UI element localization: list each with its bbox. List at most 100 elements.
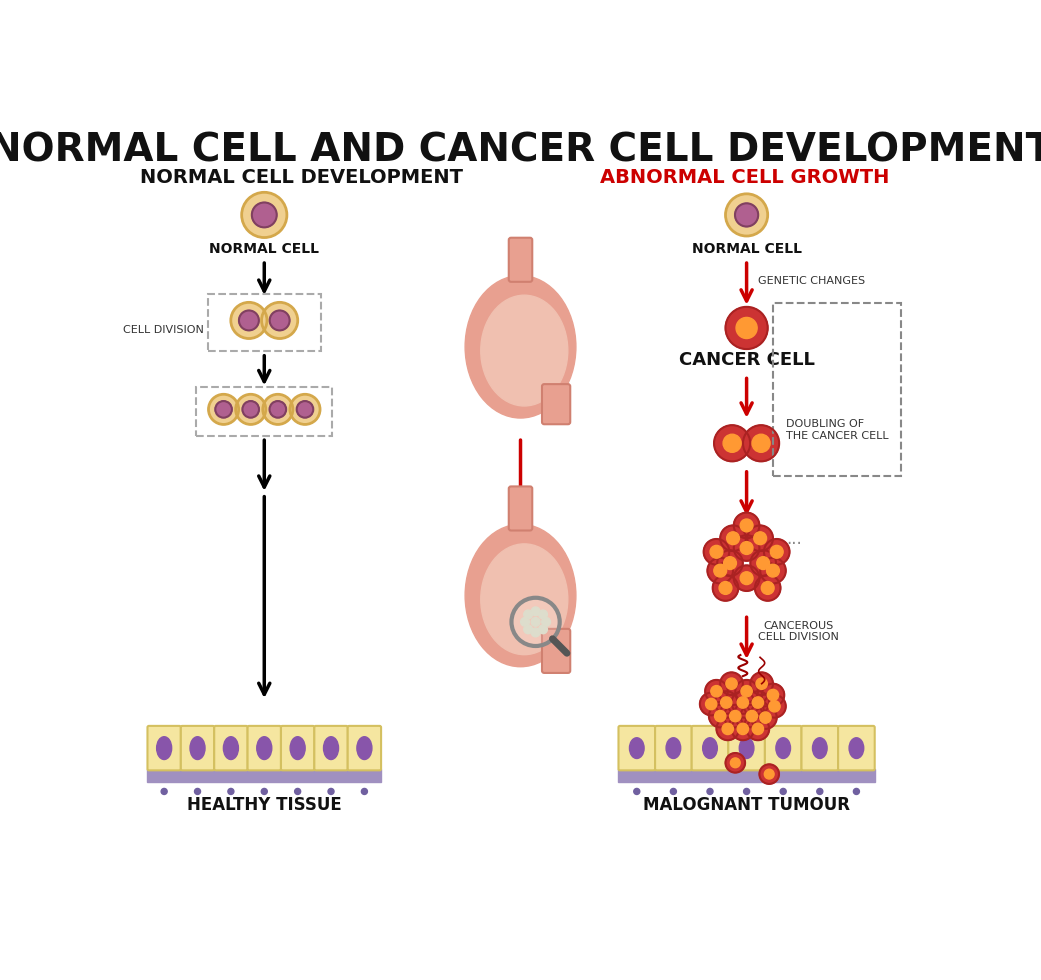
Circle shape (740, 705, 763, 727)
FancyBboxPatch shape (314, 726, 348, 770)
FancyBboxPatch shape (542, 629, 570, 673)
Circle shape (735, 680, 758, 703)
Ellipse shape (703, 738, 717, 759)
FancyBboxPatch shape (509, 486, 532, 530)
Circle shape (740, 519, 753, 532)
Circle shape (755, 575, 781, 601)
Circle shape (720, 697, 732, 709)
Text: ...: ... (786, 530, 802, 548)
FancyBboxPatch shape (618, 726, 655, 770)
Circle shape (261, 789, 268, 795)
Ellipse shape (812, 738, 828, 759)
Circle shape (766, 564, 780, 577)
Circle shape (670, 789, 677, 795)
Circle shape (717, 551, 743, 576)
Circle shape (243, 401, 259, 417)
FancyBboxPatch shape (838, 726, 874, 770)
Ellipse shape (776, 738, 790, 759)
Circle shape (754, 707, 777, 729)
Circle shape (297, 401, 313, 417)
Circle shape (734, 535, 759, 561)
Circle shape (705, 680, 728, 703)
Ellipse shape (191, 737, 205, 760)
Circle shape (746, 710, 758, 721)
Circle shape (746, 691, 769, 713)
Text: GENETIC CHANGES: GENETIC CHANGES (758, 276, 865, 286)
FancyBboxPatch shape (802, 726, 838, 770)
Text: NORMAL CELL: NORMAL CELL (209, 242, 320, 256)
Circle shape (704, 539, 730, 564)
Circle shape (708, 558, 733, 583)
Circle shape (524, 611, 533, 618)
Text: CELL DIVISION: CELL DIVISION (123, 325, 204, 335)
Circle shape (737, 723, 748, 735)
Ellipse shape (156, 737, 172, 760)
Circle shape (289, 394, 320, 424)
Circle shape (746, 717, 769, 740)
Circle shape (242, 192, 287, 237)
Ellipse shape (739, 738, 754, 759)
Circle shape (709, 705, 732, 727)
Circle shape (731, 758, 740, 767)
Circle shape (511, 598, 560, 646)
Circle shape (753, 697, 763, 709)
Circle shape (161, 789, 168, 795)
FancyBboxPatch shape (765, 726, 802, 770)
Circle shape (734, 513, 759, 538)
FancyBboxPatch shape (248, 726, 281, 770)
Circle shape (706, 699, 717, 710)
Circle shape (538, 611, 548, 618)
Circle shape (767, 689, 779, 701)
Circle shape (770, 546, 783, 559)
Text: CANCEROUS
CELL DIVISION: CANCEROUS CELL DIVISION (758, 621, 839, 643)
Circle shape (726, 194, 767, 236)
Circle shape (726, 307, 767, 349)
Circle shape (761, 581, 775, 595)
Circle shape (711, 686, 722, 697)
Circle shape (780, 789, 786, 795)
Circle shape (736, 318, 757, 338)
FancyBboxPatch shape (214, 726, 248, 770)
Ellipse shape (324, 737, 338, 760)
Ellipse shape (290, 737, 305, 760)
Circle shape (854, 789, 860, 795)
Circle shape (743, 789, 750, 795)
Circle shape (531, 607, 540, 615)
FancyBboxPatch shape (655, 726, 691, 770)
Circle shape (751, 551, 776, 576)
Circle shape (531, 617, 540, 626)
Circle shape (734, 565, 759, 591)
Circle shape (723, 705, 746, 727)
Circle shape (195, 789, 201, 795)
Circle shape (720, 672, 743, 695)
Circle shape (215, 401, 232, 417)
Circle shape (720, 525, 745, 551)
Circle shape (710, 546, 722, 559)
FancyBboxPatch shape (542, 384, 570, 424)
Circle shape (754, 532, 766, 545)
Circle shape (531, 628, 540, 637)
FancyBboxPatch shape (509, 238, 532, 282)
Text: HEALTHY TISSUE: HEALTHY TISSUE (187, 796, 341, 814)
Circle shape (762, 684, 784, 707)
Circle shape (740, 571, 753, 585)
Circle shape (747, 525, 773, 551)
Circle shape (715, 691, 738, 713)
Text: NORMAL CELL AND CANCER CELL DEVELOPMENT: NORMAL CELL AND CANCER CELL DEVELOPMENT (0, 132, 1041, 170)
Circle shape (716, 717, 739, 740)
Circle shape (722, 723, 734, 735)
Circle shape (741, 686, 753, 697)
Text: NORMAL CELL: NORMAL CELL (691, 242, 802, 256)
Circle shape (732, 691, 754, 713)
Circle shape (707, 789, 713, 795)
Circle shape (756, 678, 767, 689)
Bar (618, 769, 874, 782)
Ellipse shape (465, 275, 576, 418)
FancyBboxPatch shape (181, 726, 214, 770)
Circle shape (764, 769, 775, 779)
Circle shape (228, 789, 234, 795)
Circle shape (757, 557, 769, 569)
Ellipse shape (357, 737, 372, 760)
Circle shape (270, 401, 286, 417)
Circle shape (634, 789, 640, 795)
